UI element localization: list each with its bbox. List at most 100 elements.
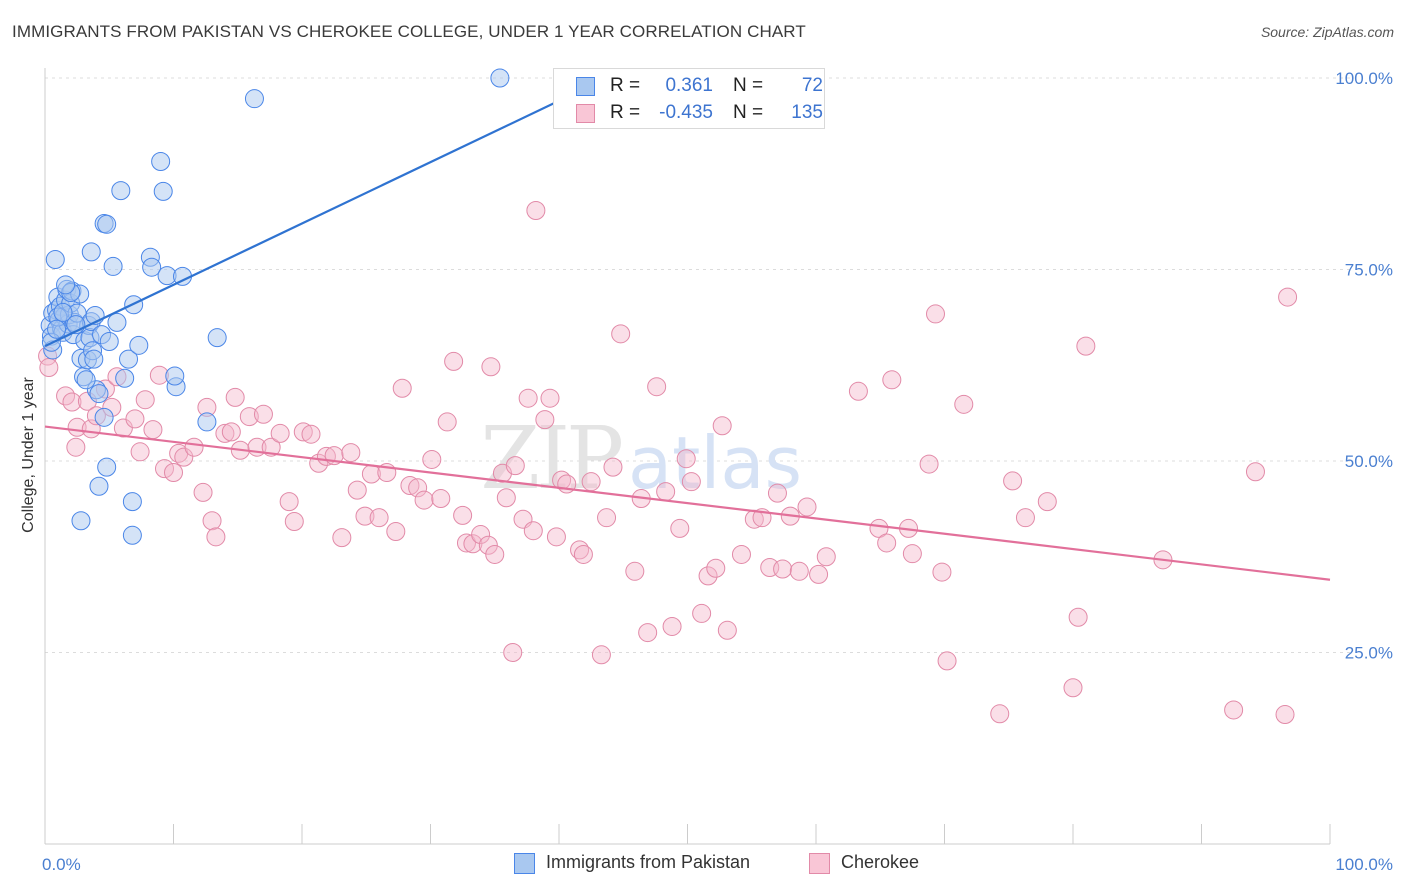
data-point-cherokee [369, 508, 389, 528]
data-point-cherokee [456, 533, 476, 553]
data-point-cherokee [270, 423, 290, 443]
data-point-cherokee [453, 505, 473, 525]
data-point-cherokee [437, 412, 457, 432]
data-point-cherokee [143, 420, 163, 440]
data-point-cherokee [400, 476, 420, 496]
data-point-cherokee [444, 351, 464, 371]
data-point-cherokee [809, 564, 829, 584]
data-point-cherokee [869, 518, 889, 538]
data-point-cherokee [341, 443, 361, 463]
trend-line-pakistan [44, 96, 568, 348]
data-point-cherokee [332, 528, 352, 548]
data-point-cherokee [597, 508, 617, 528]
bottom-legend-swatch-pink [809, 853, 830, 874]
data-point-cherokee [1003, 471, 1023, 491]
data-point-cherokee [816, 547, 836, 567]
y-tick-label: 75.0% [1345, 261, 1393, 280]
data-point-pakistan [89, 476, 109, 496]
data-point-cherokee [656, 482, 676, 502]
legend-r-value: -0.435 [659, 102, 713, 123]
data-point-pakistan [47, 319, 67, 339]
data-point-cherokee [773, 559, 793, 579]
y-tick-label: 50.0% [1345, 452, 1393, 471]
data-point-cherokee [130, 442, 150, 462]
legend-n-label: N = [733, 102, 764, 123]
data-point-cherokee [184, 437, 204, 457]
source-label: Source: ZipAtlas.com [1260, 24, 1394, 40]
x-tick-label: 0.0% [42, 855, 81, 874]
bottom-legend-label: Cherokee [841, 852, 920, 872]
data-point-cherokee [731, 544, 751, 564]
data-point-cherokee [662, 616, 682, 636]
data-point-cherokee [301, 424, 321, 444]
data-point-pakistan [129, 335, 149, 355]
data-point-cherokee [193, 482, 213, 502]
data-point-cherokee [414, 490, 434, 510]
legend-n-value: 72 [801, 75, 823, 96]
data-point-cherokee [919, 454, 939, 474]
data-point-cherokee [505, 456, 525, 476]
data-point-cherokee [797, 497, 817, 517]
data-point-cherokee [698, 566, 718, 586]
data-point-cherokee [518, 388, 538, 408]
data-point-pakistan [151, 151, 171, 171]
data-point-cherokee [164, 462, 183, 482]
data-point-cherokee [937, 651, 957, 671]
data-point-pakistan [84, 349, 104, 369]
data-point-cherokee [990, 704, 1010, 724]
data-point-pakistan [97, 214, 117, 234]
data-point-pakistan [115, 368, 135, 388]
data-point-cherokee [386, 521, 406, 541]
data-point-cherokee [431, 489, 451, 509]
tick-labels: 25.0% 50.0% 75.0% 100.0% 0.0% 100.0% [42, 69, 1393, 874]
data-point-cherokee [877, 533, 897, 553]
data-point-pakistan [107, 312, 127, 332]
data-point-cherokee [523, 521, 543, 541]
grid [45, 77, 1350, 653]
data-point-cherokee [848, 381, 868, 401]
data-point-cherokee [591, 645, 611, 665]
data-point-pakistan [45, 250, 65, 270]
x-tick-label: 100.0% [1335, 855, 1393, 874]
data-point-pakistan [122, 525, 142, 545]
data-point-cherokee [125, 409, 145, 429]
data-point-cherokee [1037, 492, 1057, 512]
data-point-cherokee [347, 480, 367, 500]
data-point-pakistan [71, 511, 91, 531]
cherokee-points [38, 201, 1298, 725]
data-point-pakistan [153, 181, 173, 201]
legend-r-label: R = [610, 75, 641, 96]
data-point-pakistan [56, 275, 76, 295]
data-point-cherokee [135, 390, 155, 410]
legend-n-value: 135 [791, 102, 823, 123]
data-point-cherokee [392, 378, 412, 398]
data-point-cherokee [239, 407, 259, 427]
chart-title: IMMIGRANTS FROM PAKISTAN VS CHEROKEE COL… [12, 22, 806, 41]
data-point-cherokee [253, 404, 273, 424]
trend-lines [44, 96, 1331, 581]
data-point-cherokee [221, 422, 241, 442]
data-point-cherokee [478, 535, 498, 555]
data-point-cherokee [113, 418, 133, 438]
data-point-pakistan [207, 328, 227, 348]
data-point-cherokee [355, 506, 375, 526]
data-point-cherokee [692, 603, 712, 623]
data-point-cherokee [174, 447, 194, 467]
data-point-cherokee [293, 422, 313, 442]
data-point-cherokee [279, 492, 299, 512]
data-point-pakistan [94, 407, 114, 427]
data-point-cherokee [954, 394, 974, 414]
data-point-pakistan [490, 68, 510, 88]
pakistan-points [40, 68, 510, 545]
data-point-pakistan [53, 302, 73, 322]
data-point-cherokee [206, 527, 226, 547]
data-point-pakistan [165, 366, 185, 386]
bottom-legend-label: Immigrants from Pakistan [546, 852, 751, 872]
y-tick-label: 100.0% [1335, 69, 1393, 88]
data-point-cherokee [546, 527, 566, 547]
data-point-cherokee [712, 416, 732, 436]
data-point-cherokee [926, 304, 946, 324]
data-point-cherokee [670, 518, 690, 538]
data-point-pakistan [197, 412, 217, 432]
